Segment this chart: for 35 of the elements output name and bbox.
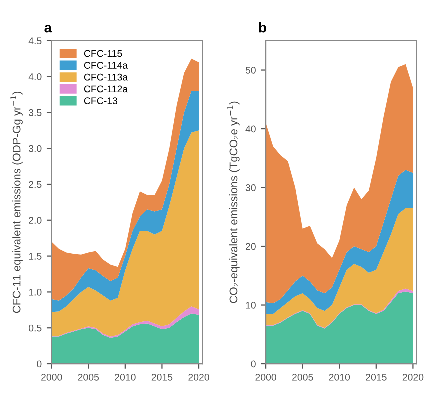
y-tick-label: 40: [246, 126, 256, 133]
y-tick-label: 4.5: [28, 38, 42, 45]
legend-label: CFC-113a: [84, 74, 128, 81]
y-tick-label: 2.0: [29, 217, 42, 224]
y-tick-label: 2.5: [29, 181, 42, 188]
chart-title: b: [259, 22, 266, 33]
x-tick-label: 2010: [115, 374, 136, 381]
y-tick-label: 20: [246, 243, 256, 250]
y-tick-label: 1.5: [29, 253, 42, 260]
y-tick-label: 50: [246, 67, 256, 74]
y-tick-label: 0.5: [28, 324, 42, 332]
legend-label: CFC-115: [84, 50, 122, 58]
x-tick-label: 2005: [292, 374, 314, 381]
x-tick-label: 2010: [329, 374, 350, 381]
x-tick-label: 2020: [402, 374, 424, 381]
x-tick-label: 2015: [152, 374, 173, 381]
y-tick-label: 0: [251, 360, 256, 368]
y-tick-label: 3.0: [28, 145, 42, 152]
x-tick-label: 2000: [256, 374, 276, 381]
y-axis-title: CFC-11 equivalent emissions (ODP-Gg yr$^{−1}$): [10, 92, 23, 314]
y-tick-label: 1.0: [29, 288, 42, 296]
y-tick-label: 10: [246, 302, 256, 309]
chart-title: a: [44, 25, 52, 33]
x-tick-label: 2015: [366, 374, 387, 381]
x-tick-label: 2000: [42, 374, 62, 381]
y-tick-label: 3.5: [28, 109, 42, 116]
y-axis-title: CO₂-equivalent emissions (TgCO₂e yr$^{−1}$): [228, 102, 240, 304]
legend-label: CFC-114a: [84, 62, 128, 69]
x-tick-label: 2020: [188, 374, 210, 381]
x-tick-label: 2005: [78, 374, 100, 381]
y-tick-label: 4.0: [28, 74, 42, 80]
y-tick-label: 30: [246, 184, 256, 192]
legend-label: CFC-112a: [84, 86, 128, 93]
y-tick-label: 0: [37, 360, 42, 368]
legend-label: CFC-13: [84, 98, 118, 104]
